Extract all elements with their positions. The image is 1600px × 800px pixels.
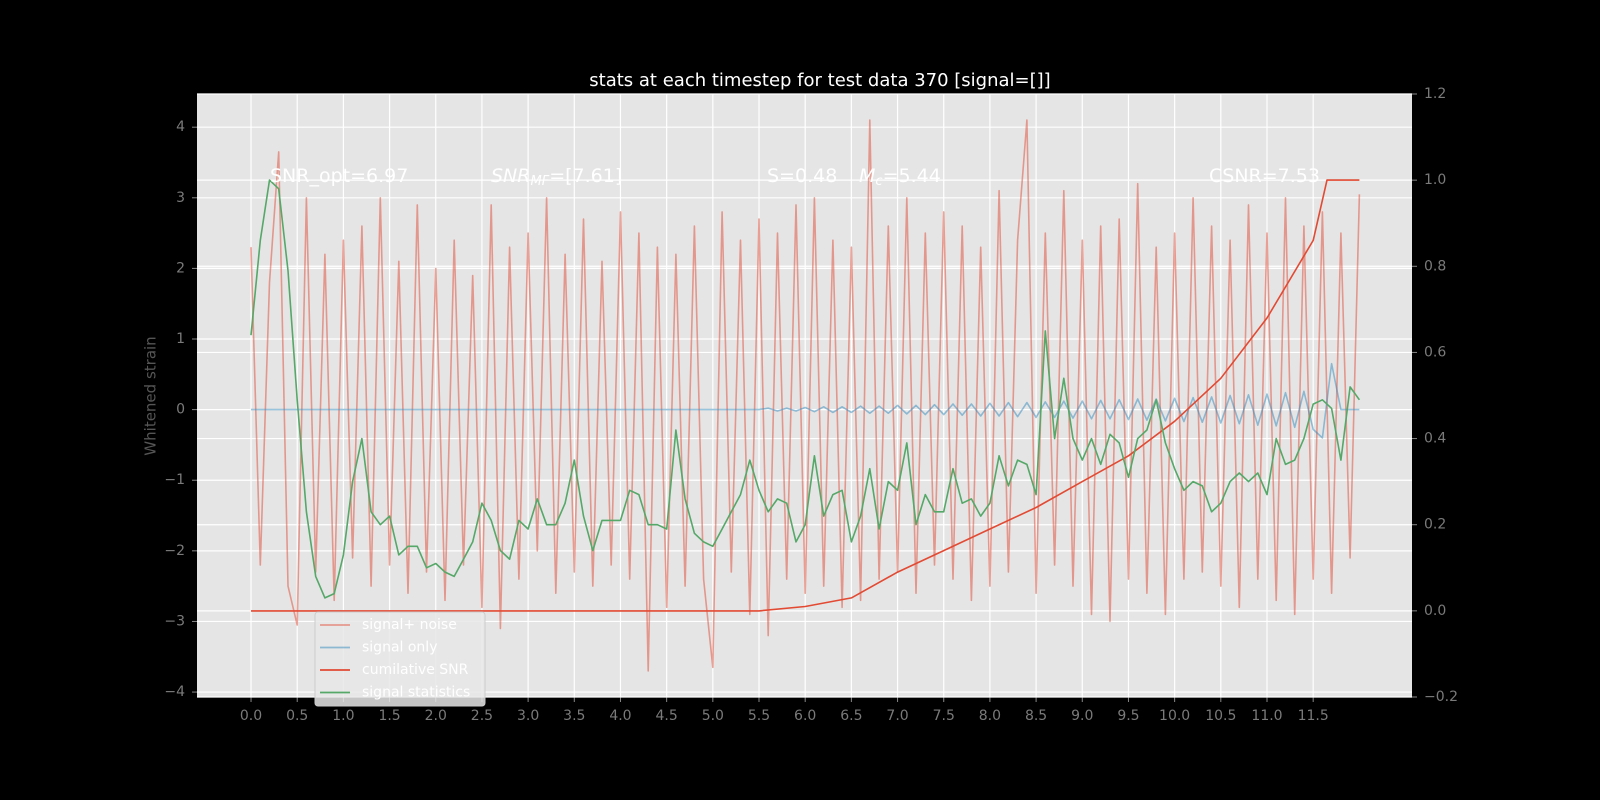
x-tick-label: 5.0 <box>702 708 724 724</box>
x-tick-label: 8.5 <box>1025 708 1047 724</box>
annotation: Mc=5.44 <box>859 165 941 189</box>
y2-tick-label: 1.2 <box>1424 86 1446 102</box>
x-tick-label: 3.5 <box>563 708 585 724</box>
y-tick-label: 3 <box>176 190 185 206</box>
annotation: SNRMF=[7.61] <box>491 165 622 189</box>
legend-label: signal+ noise <box>362 617 457 633</box>
y-tick-label: −4 <box>164 684 185 700</box>
x-tick-label: 5.5 <box>748 708 770 724</box>
x-tick-label: 1.5 <box>378 708 400 724</box>
annotation-text: CSNR=7.53 <box>1209 165 1320 187</box>
x-tick-label: 7.0 <box>886 708 908 724</box>
x-tick-label: 8.0 <box>979 708 1001 724</box>
y-tick-label: −3 <box>164 613 185 629</box>
annotation-rest: =5.44 <box>883 165 941 187</box>
x-tick-label: 1.0 <box>332 708 354 724</box>
x-tick-label: 4.0 <box>609 708 631 724</box>
chart-title: stats at each timestep for test data 370… <box>589 70 1050 91</box>
annotation: S=0.48 <box>767 165 837 187</box>
y-tick-label: 2 <box>176 260 185 276</box>
x-tick-label: 0.0 <box>240 708 262 724</box>
y-tick-label: −2 <box>164 543 185 559</box>
x-tick-label: 9.0 <box>1071 708 1093 724</box>
annotation: SNR_opt=6.97 <box>270 165 408 187</box>
x-tick-label: 2.5 <box>471 708 493 724</box>
annotation-sub: MF <box>530 174 549 189</box>
annotation-text: SNR_opt=6.97 <box>270 165 408 187</box>
series-line <box>250 119 1361 672</box>
x-tick-label: 4.5 <box>656 708 678 724</box>
legend-label: cumilative SNR <box>362 662 469 678</box>
y2-tick-label: −0.2 <box>1424 689 1458 705</box>
x-tick-label: 11.5 <box>1298 708 1329 724</box>
y2-tick-label: 0.4 <box>1424 431 1446 447</box>
x-tick-label: 11.0 <box>1251 708 1282 724</box>
x-tick-label: 10.0 <box>1159 708 1190 724</box>
annotation-text: S=0.48 <box>767 165 837 187</box>
legend-label: signal statistics <box>362 685 470 701</box>
annotation-text: M <box>859 165 875 187</box>
x-tick-label: 9.5 <box>1117 708 1139 724</box>
legend-box <box>314 611 486 707</box>
series-line <box>250 179 1361 599</box>
y-tick-label: 0 <box>176 402 185 418</box>
x-tick-label: 6.0 <box>794 708 816 724</box>
x-tick-label: 7.5 <box>933 708 955 724</box>
y2-tick-label: 0.6 <box>1424 344 1446 360</box>
y2-tick-label: 0.2 <box>1424 517 1446 533</box>
series-line <box>251 179 1360 612</box>
y-axis-label: Whitened strain <box>142 336 160 455</box>
x-tick-label: 3.0 <box>517 708 539 724</box>
y2-tick-label: 1.0 <box>1424 172 1446 188</box>
x-tick-label: 6.5 <box>840 708 862 724</box>
x-tick-label: 2.0 <box>425 708 447 724</box>
y2-tick-label: 0.8 <box>1424 258 1446 274</box>
x-tick-label: 0.5 <box>286 708 308 724</box>
annotation: CSNR=7.53 <box>1209 165 1320 187</box>
y-tick-label: 1 <box>176 331 185 347</box>
y-tick-label: 4 <box>176 119 185 135</box>
annotation-text: SNR <box>491 165 530 187</box>
x-tick-label: 10.5 <box>1205 708 1236 724</box>
legend-label: signal only <box>362 640 437 656</box>
annotation-rest: =[7.61] <box>549 165 622 187</box>
annotation-sub: c <box>875 174 882 189</box>
y-tick-label: −1 <box>164 472 185 488</box>
plot-area <box>197 94 1412 697</box>
series-line <box>251 362 1360 439</box>
y2-tick-label: 0.0 <box>1424 603 1446 619</box>
